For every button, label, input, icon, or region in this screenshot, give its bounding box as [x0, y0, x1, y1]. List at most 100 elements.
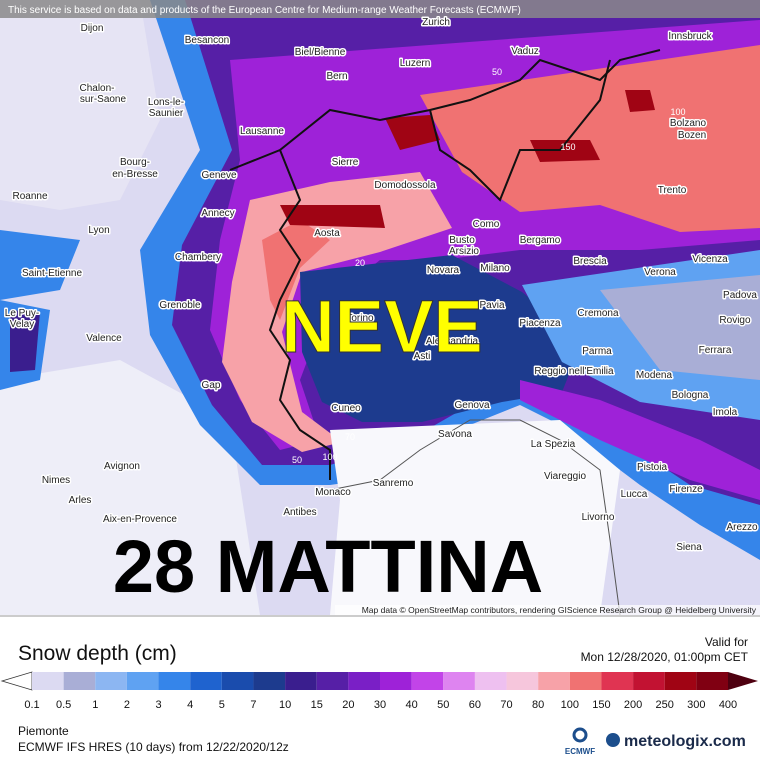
colorbar-box [32, 672, 64, 690]
overlay-subtitle: 28 MATTINA [113, 525, 543, 608]
contour-label: 100 [322, 452, 337, 462]
city-label: Bozen [678, 130, 706, 141]
colorbar-box [443, 672, 475, 690]
model-run: ECMWF IFS HRES (10 days) from 12/22/2020… [18, 740, 289, 754]
city-label: Livorno [582, 512, 615, 523]
legend-title: Snow depth (cm) [18, 642, 177, 665]
city-label: Torino [346, 313, 374, 324]
map [0, 0, 760, 615]
colorbar-label: 2 [124, 699, 130, 711]
city-label: Valence [86, 333, 122, 344]
city-label: Siena [676, 542, 702, 553]
attribution-bar [0, 0, 760, 18]
colorbar-box [664, 672, 697, 690]
city-label: Busto [449, 235, 475, 246]
city-label: Geneve [201, 170, 236, 181]
colorbar-box [63, 672, 96, 690]
snow-area [10, 310, 40, 372]
city-label: Novara [427, 265, 460, 276]
colorbar-label: 40 [406, 699, 418, 711]
city-label: Bern [326, 71, 347, 82]
city-label: Modena [636, 370, 673, 381]
colorbar-label: 4 [187, 699, 193, 711]
city-label: Dijon [81, 23, 104, 34]
ecmwf-logo: ECMWF [565, 747, 595, 756]
city-label: Parma [582, 346, 612, 357]
contour-label: 20 [355, 258, 365, 268]
valid-time: Mon 12/28/2020, 01:00pm CET [581, 650, 749, 664]
colorbar-box [158, 672, 191, 690]
colorbar: 0.1 0.5 1 2 3 4 5 7 10 15 20 30 40 50 60 70 80 100 150 200 2… [0, 671, 758, 711]
city-label: Savona [438, 429, 472, 440]
city-label: Trento [658, 185, 687, 196]
city-label: Vicenza [692, 254, 728, 265]
city-label: Chambery [175, 252, 221, 263]
coastline [329, 419, 621, 615]
brand: meteologix.com [624, 733, 746, 750]
city-label: Monaco [315, 487, 351, 498]
colorbar-label: 60 [469, 699, 481, 711]
colorbar-label: 250 [656, 699, 674, 711]
city-label: Velay [10, 319, 34, 330]
city-label: Bolzano [670, 118, 707, 129]
city-label: Le Puy- [5, 308, 39, 319]
contour-label: 100 [670, 107, 685, 117]
colorbar-label: 80 [532, 699, 544, 711]
city-label: Reggio nell'Emilia [534, 366, 614, 377]
colorbar-box [601, 672, 634, 690]
region: Piemonte [18, 724, 69, 738]
colorbar-label: 150 [592, 699, 610, 711]
colorbar-label: 300 [687, 699, 705, 711]
city-label: Vaduz [511, 46, 539, 57]
snow-area [600, 275, 760, 380]
city-label: Verona [644, 267, 676, 278]
colorbar-label: 0.1 [24, 699, 39, 711]
attribution-background [335, 605, 760, 615]
valid-label: Valid for [705, 635, 748, 649]
city-label: Arles [69, 495, 92, 506]
city-label: Bologna [672, 390, 709, 401]
lowland [0, 0, 160, 210]
city-label: Alessandria [426, 336, 479, 347]
city-label: Saint-Etienne [22, 268, 82, 279]
sea [330, 420, 620, 615]
city-label: Pavia [479, 300, 504, 311]
border [268, 149, 331, 480]
city-label: Cuneo [331, 403, 361, 414]
city-label: Gap [202, 380, 221, 391]
colorbar-box [95, 672, 127, 690]
city-label: Padova [723, 290, 757, 301]
city-label: Arezzo [726, 522, 758, 533]
city-label: Pistoia [637, 462, 667, 473]
city-label: Antibes [283, 507, 316, 518]
attribution-top: This service is based on data and produc… [8, 5, 521, 16]
city-label: Besancon [185, 35, 229, 46]
overlay-title: NEVE [281, 285, 483, 368]
city-label: Lucca [621, 489, 648, 500]
colorbar-over [728, 672, 758, 690]
colorbar-box [316, 672, 349, 690]
city-label: Milano [480, 263, 510, 274]
city-label: Firenze [669, 484, 703, 495]
city-label: Viareggio [544, 471, 587, 482]
colorbar-box [411, 672, 444, 690]
city-label: Cremona [577, 308, 619, 319]
city-label: Annecy [201, 208, 234, 219]
colorbar-label: 100 [561, 699, 579, 711]
city-label: Avignon [104, 461, 140, 472]
colorbar-label: 15 [311, 699, 323, 711]
city-label: Roanne [12, 191, 47, 202]
city-label: Genova [454, 400, 489, 411]
snow-area [520, 380, 760, 500]
city-label: Ferrara [699, 345, 732, 356]
border [429, 59, 611, 202]
city-label: Nimes [42, 475, 70, 486]
colorbar-label: 400 [719, 699, 737, 711]
colorbar-box [126, 672, 159, 690]
colorbar-box [538, 672, 570, 690]
colorbar-label: 1 [92, 699, 98, 711]
colorbar-box [506, 672, 539, 690]
snow-area [300, 255, 582, 422]
city-label: Sanremo [373, 478, 414, 489]
